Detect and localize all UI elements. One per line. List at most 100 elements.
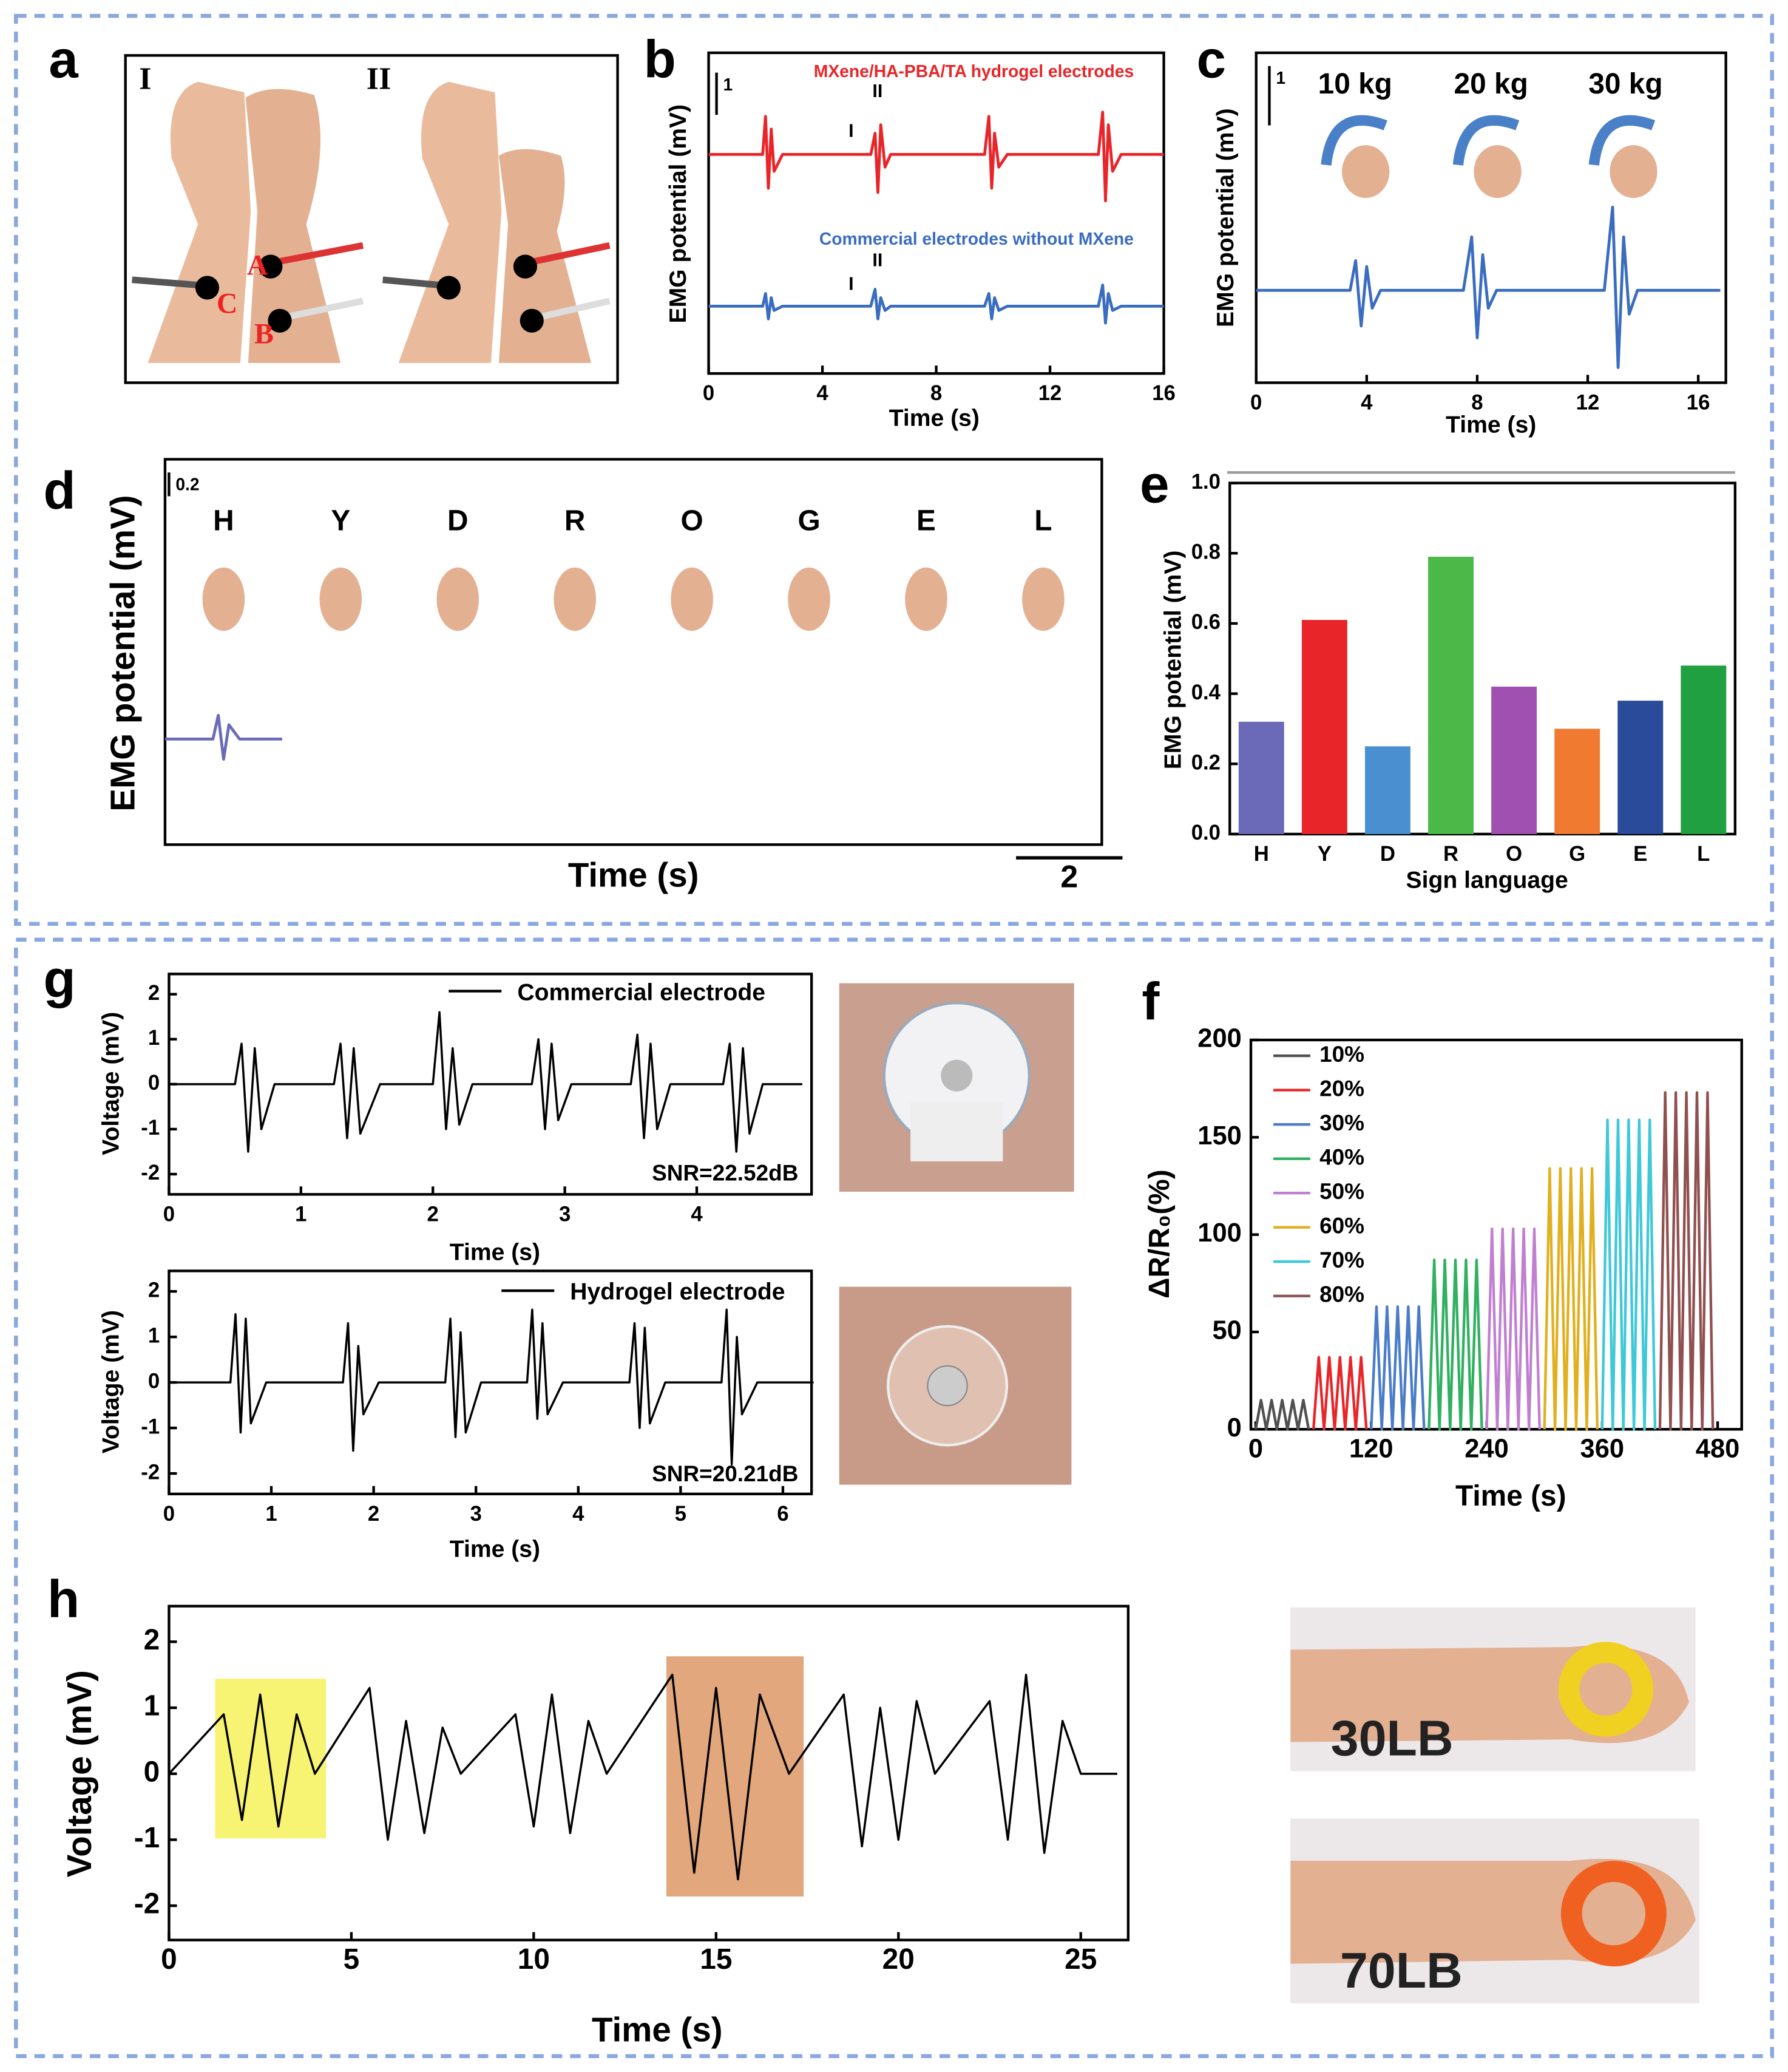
y-axis-label: Voltage (mV): [60, 1670, 98, 1877]
signal-line: [1427, 1258, 1483, 1431]
annotation: 30 kg: [1588, 68, 1662, 100]
bar: [1364, 746, 1410, 834]
y-tick-label: 2: [144, 1624, 160, 1656]
hand-icon: [436, 567, 479, 631]
panel-border: [14, 937, 1774, 2059]
y-tick-label: 50: [1212, 1316, 1241, 1345]
annotation: II: [367, 62, 391, 97]
annotation: A: [247, 249, 268, 281]
x-axis-label: Time (s): [592, 2011, 723, 2049]
bar: [1681, 665, 1727, 834]
hand-icon: [905, 567, 947, 631]
hand-icon: [671, 567, 713, 631]
hand-icon: [1022, 567, 1065, 631]
scale-bar-label: 1: [1276, 68, 1285, 87]
y-tick-label: 150: [1197, 1121, 1242, 1150]
x-tick-label: 1: [295, 1203, 306, 1226]
signal-line: [164, 713, 282, 761]
y-tick-label: 0.6: [1191, 611, 1221, 634]
panel-letter: c: [1197, 30, 1226, 89]
y-tick-label: 1: [144, 1690, 160, 1722]
y-tick-label: 1.0: [1191, 470, 1221, 494]
signal-line: [1485, 1227, 1541, 1431]
x-tick-label: 2: [427, 1203, 439, 1226]
legend-label: 10%: [1319, 1042, 1364, 1067]
annotation: I: [139, 62, 151, 97]
gripper-icons: [1321, 115, 1658, 199]
sign-letter: E: [916, 504, 936, 537]
legend-label: 60%: [1319, 1213, 1364, 1238]
x-tick-label: L: [1697, 843, 1710, 866]
signal-line: [1543, 1167, 1599, 1431]
annotation: C: [217, 287, 238, 319]
panel-letter: g: [43, 950, 75, 1009]
x-tick-label: 0: [163, 1503, 175, 1526]
panel-letter: a: [49, 30, 78, 89]
x-tick-label: 12: [1576, 391, 1600, 414]
x-tick-label: 3: [559, 1203, 571, 1226]
x-tick-label: 8: [930, 382, 942, 405]
x-tick-label: 5: [675, 1503, 686, 1526]
sign-letter: G: [797, 504, 820, 537]
legend-label: 40%: [1319, 1144, 1364, 1169]
y-tick-label: 200: [1197, 1024, 1242, 1053]
hand-icon: [554, 567, 596, 631]
annotation: 20 kg: [1454, 68, 1528, 100]
signal-line: [1370, 1305, 1426, 1431]
annotation: 10 kg: [1318, 68, 1392, 100]
x-tick-label: 360: [1580, 1435, 1625, 1464]
bar: [1238, 721, 1284, 834]
annotation: B: [254, 318, 274, 350]
sign-letter: R: [564, 504, 586, 537]
x-axis-label: Time (s): [450, 1240, 540, 1266]
signal-line: [708, 284, 1164, 325]
hand-icon: [202, 567, 245, 631]
x-tick-label: 0: [1248, 1435, 1263, 1464]
x-tick-label: 1: [265, 1503, 277, 1526]
signal-line: [1600, 1118, 1657, 1431]
x-tick-label: 480: [1696, 1435, 1740, 1464]
x-tick-label: 0: [161, 1943, 177, 1975]
legend-label: MXene/HA-PBA/TA hydrogel electrodes: [814, 61, 1134, 81]
hand-icon: [319, 567, 362, 631]
panel-letter: d: [43, 461, 75, 520]
y-tick-label: 2: [148, 982, 160, 1005]
x-tick-label: 240: [1465, 1435, 1509, 1464]
x-axis-label: Time (s): [1446, 412, 1536, 438]
signal-line: [1312, 1356, 1368, 1431]
annotation: SNR=20.21dB: [652, 1461, 798, 1486]
electrode-photos: [839, 983, 1074, 1485]
x-tick-label: G: [1569, 843, 1585, 866]
panel-letter: f: [1142, 972, 1160, 1031]
y-tick-label: 0: [1227, 1413, 1242, 1442]
legend-label: Hydrogel electrode: [570, 1279, 785, 1305]
legend-label: 80%: [1319, 1282, 1364, 1307]
y-tick-label: 0.0: [1191, 821, 1221, 844]
y-tick-label: 2: [148, 1279, 160, 1302]
scale-bar-label: 0.2: [175, 474, 199, 494]
bar: [1491, 687, 1537, 834]
plot-frame: [1228, 481, 1737, 836]
grip-photos: [1290, 1607, 1700, 2003]
x-tick-label: 16: [1687, 391, 1710, 414]
sign-letter: H: [213, 504, 234, 537]
x-tick-label: 0: [703, 382, 714, 405]
signal-line: [168, 1673, 1117, 1881]
annotation: SNR=22.52dB: [652, 1161, 798, 1186]
y-axis-label: EMG potential (mV): [104, 495, 142, 811]
y-tick-label: -2: [141, 1461, 160, 1484]
photo-label: 30LB: [1331, 1710, 1454, 1766]
legend-label: 20%: [1319, 1076, 1364, 1101]
y-tick-label: -1: [141, 1116, 160, 1140]
panel-border: [14, 13, 1774, 926]
y-tick-label: 0: [144, 1756, 160, 1788]
panel-letter: b: [644, 30, 676, 89]
y-axis-label: ΔR/R₀(%): [1143, 1169, 1176, 1299]
plot-frame: [163, 458, 1103, 846]
bar: [1301, 620, 1347, 834]
y-tick-label: -2: [134, 1888, 160, 1920]
y-axis-label: Voltage (mV): [98, 1310, 124, 1453]
x-tick-label: 25: [1065, 1943, 1097, 1975]
